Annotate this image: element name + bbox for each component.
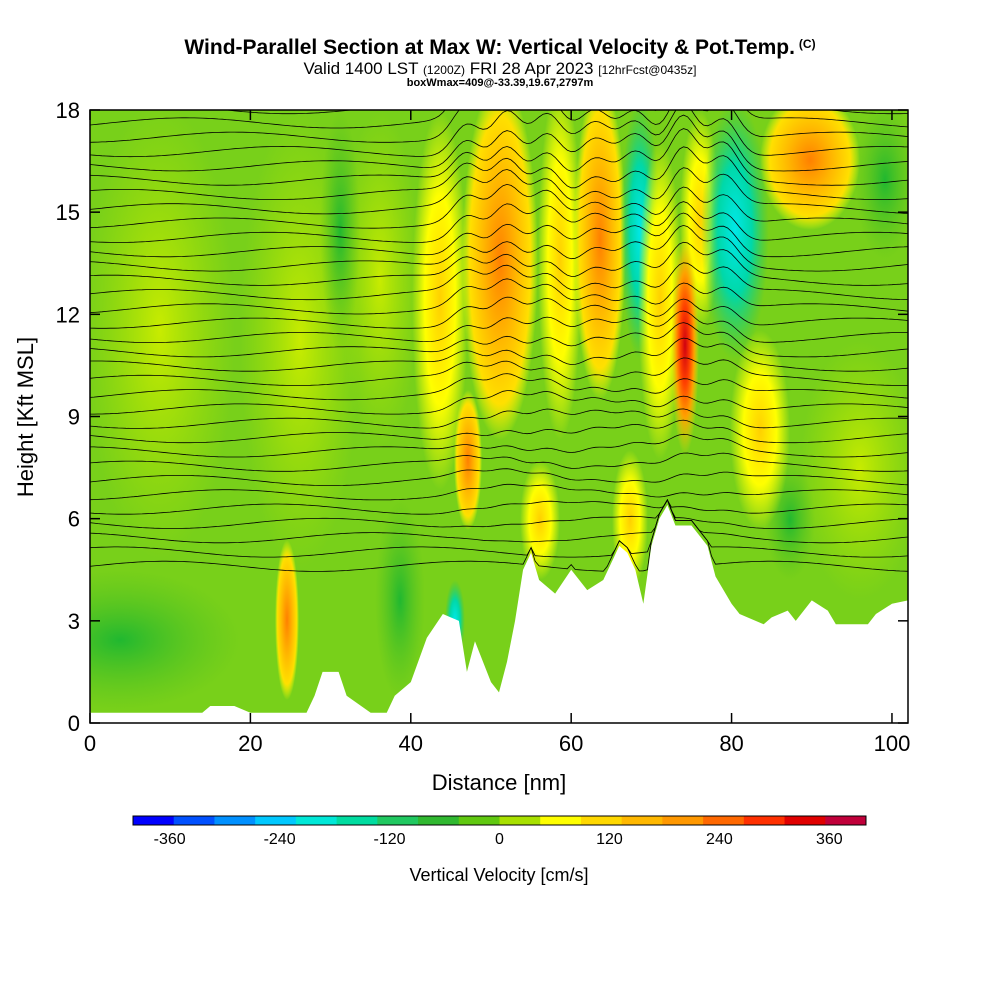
theta-contour bbox=[90, 322, 908, 358]
y-tick-label: 12 bbox=[56, 302, 80, 327]
colorbar-tick-label: 240 bbox=[706, 831, 733, 848]
colorbar-swatch bbox=[580, 816, 623, 825]
colorbar-tick-label: 360 bbox=[816, 831, 843, 848]
theta-contour bbox=[90, 373, 908, 401]
x-axis: 0 20 40 60 80 100 bbox=[84, 110, 910, 756]
colorbar-swatch bbox=[255, 816, 297, 825]
y-tick-label: 0 bbox=[68, 711, 80, 736]
colorbar-swatch bbox=[703, 816, 745, 825]
theta-contour bbox=[90, 128, 908, 186]
colorbar-swatch bbox=[621, 816, 663, 825]
colorbar-title: Vertical Velocity [cm/s] bbox=[409, 865, 588, 885]
theta-contour bbox=[90, 262, 908, 301]
valid-time: Valid 1400 LST bbox=[303, 59, 419, 78]
title-text: Wind-Parallel Section at Max W: Vertical… bbox=[184, 36, 795, 59]
theta-contour bbox=[90, 357, 908, 386]
terrain-mask bbox=[90, 505, 908, 723]
theta-contour bbox=[90, 452, 908, 472]
theta-contour bbox=[90, 419, 908, 444]
theta-contour bbox=[90, 110, 908, 129]
theta-contour bbox=[90, 278, 908, 315]
y-axis: 0 3 6 9 12 15 18 bbox=[56, 98, 908, 736]
colorbar-swatch bbox=[743, 816, 786, 825]
theta-contour bbox=[90, 408, 908, 429]
copyright-mark: (C) bbox=[798, 37, 816, 51]
theta-contour bbox=[90, 212, 908, 258]
colorbar-swatch bbox=[377, 816, 419, 825]
colorbar-swatch bbox=[214, 816, 256, 825]
valid-utc: (1200Z) bbox=[422, 63, 465, 77]
box-info: boxWmax=409@-33.39,19.67,2797m bbox=[406, 77, 594, 89]
colorbar-swatch bbox=[499, 816, 541, 825]
theta-contour bbox=[90, 296, 908, 329]
chart-title: Wind-Parallel Section at Max W: Vertical… bbox=[0, 36, 1000, 60]
theta-contour bbox=[90, 337, 908, 372]
theta-contour bbox=[90, 499, 908, 515]
theta-contour bbox=[222, 110, 908, 115]
colorbar-tick-label: -120 bbox=[374, 831, 406, 848]
valid-date: FRI 28 Apr 2023 bbox=[469, 59, 594, 78]
potential-temperature-contours bbox=[90, 110, 908, 572]
colorbar-swatch bbox=[336, 816, 378, 825]
colorbar-tick-label: -360 bbox=[154, 831, 186, 848]
x-tick-label: 80 bbox=[719, 731, 743, 756]
theta-contour bbox=[90, 498, 908, 529]
theta-contour bbox=[90, 498, 908, 572]
colorbar-tick-label: -240 bbox=[264, 831, 296, 848]
forecast-info: [12hrFcst@0435z] bbox=[598, 63, 697, 77]
x-axis-title: Distance [nm] bbox=[432, 770, 567, 795]
theta-contour bbox=[90, 433, 908, 458]
colorbar-frame bbox=[132, 815, 867, 826]
x-tick-label: 20 bbox=[238, 731, 262, 756]
x-tick-label: 100 bbox=[874, 731, 911, 756]
theta-contour bbox=[90, 468, 908, 486]
colorbar-swatch bbox=[133, 816, 175, 825]
theta-contour bbox=[90, 110, 908, 143]
colorbar-swatch bbox=[540, 816, 582, 825]
y-tick-label: 15 bbox=[56, 200, 80, 225]
theta-contour bbox=[90, 201, 908, 243]
chart-subtitle: Valid 1400 LST (1200Z) FRI 28 Apr 2023 [… bbox=[0, 59, 1000, 79]
theta-contour bbox=[90, 167, 908, 215]
x-tick-label: 40 bbox=[399, 731, 423, 756]
colorbar-swatch bbox=[418, 816, 460, 825]
colorbar-swatch bbox=[784, 816, 826, 825]
theta-contour bbox=[90, 390, 908, 415]
theta-contour bbox=[90, 241, 908, 286]
theta-contour bbox=[90, 310, 908, 343]
colorbar-swatch bbox=[295, 816, 338, 825]
vertical-velocity-field bbox=[90, 110, 908, 723]
colorbar-swatch bbox=[173, 816, 215, 825]
colorbar-swatch bbox=[825, 816, 867, 825]
y-tick-label: 6 bbox=[68, 507, 80, 532]
colorbar-swatch bbox=[662, 816, 704, 825]
x-tick-label: 60 bbox=[559, 731, 583, 756]
theta-contour bbox=[90, 483, 908, 501]
y-tick-label: 3 bbox=[68, 609, 80, 634]
x-tick-label: 0 bbox=[84, 731, 96, 756]
theta-contour bbox=[90, 110, 908, 158]
y-tick-label: 9 bbox=[68, 405, 80, 430]
colorbar-tick-label: 120 bbox=[596, 831, 623, 848]
theta-contour bbox=[90, 498, 908, 544]
theta-contour bbox=[90, 146, 908, 200]
y-tick-label: 18 bbox=[56, 98, 80, 123]
y-axis-title: Height [Kft MSL] bbox=[13, 337, 38, 497]
colorbar: -360 -240 -120 0 120 240 360 bbox=[132, 815, 867, 848]
colorbar-swatch bbox=[458, 816, 500, 825]
theta-contour bbox=[90, 224, 908, 272]
theta-contour bbox=[90, 183, 908, 229]
colorbar-tick-label: 0 bbox=[495, 831, 504, 848]
theta-contour bbox=[90, 498, 908, 558]
theta-contour bbox=[90, 114, 908, 172]
